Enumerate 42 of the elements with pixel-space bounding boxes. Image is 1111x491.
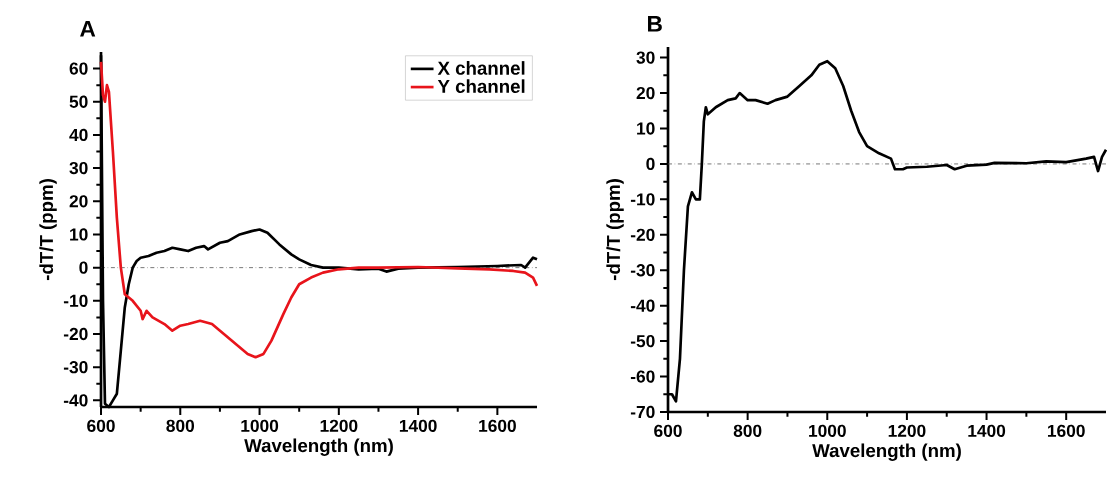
y-tick-label: 50 — [69, 95, 88, 108]
y-tick-label: 20 — [636, 86, 655, 100]
x-tick-label: 800 — [166, 419, 195, 432]
y-tick-label: -10 — [63, 294, 88, 307]
y-tick-label: -30 — [63, 361, 88, 374]
y-tick-label: -10 — [630, 193, 655, 206]
y-axis-title: -dT/T (ppm) — [606, 179, 624, 281]
chart-title: B — [648, 16, 662, 32]
x-tick-label: 1200 — [888, 424, 926, 437]
y-tick-label: 30 — [69, 161, 88, 175]
y-tick-label: -40 — [63, 394, 88, 407]
legend-label: Y channel — [437, 79, 525, 94]
x-axis-title: Wavelength (nm) — [812, 443, 961, 461]
y-tick-label: 40 — [69, 128, 88, 142]
y-tick-label: -40 — [630, 299, 655, 312]
x-tick-label: 1400 — [399, 419, 437, 432]
legend-label: X channel — [437, 61, 525, 75]
x-tick-label: 1000 — [241, 419, 279, 432]
y-tick-label: 20 — [69, 195, 88, 208]
y-axis-title: -dT/T (ppm) — [39, 179, 57, 281]
x-tick-label: 800 — [733, 424, 762, 437]
y-tick-label: 0 — [79, 261, 88, 274]
x-tick-label: 600 — [87, 419, 115, 432]
chart-title: A — [80, 21, 96, 37]
y-tick-label: -50 — [630, 334, 655, 348]
x-axis-title: Wavelength (nm) — [244, 438, 393, 456]
x-tick-label: 1600 — [1047, 424, 1085, 437]
x-tick-label: 1400 — [968, 424, 1006, 437]
x-tick-label: 1000 — [809, 424, 846, 437]
y-tick-label: -20 — [630, 228, 655, 241]
y-tick-label: 30 — [636, 51, 655, 64]
y-tick-label: 10 — [70, 228, 88, 241]
x-tick-label: 600 — [654, 424, 682, 437]
x-tick-label: 1600 — [479, 419, 516, 432]
y-tick-label: -30 — [630, 264, 655, 277]
x-tick-label: 1200 — [320, 419, 358, 432]
y-tick-label: 10 — [637, 122, 655, 135]
y-tick-label: 60 — [69, 62, 88, 75]
y-tick-label: -70 — [630, 405, 655, 419]
y-tick-label: -20 — [63, 327, 88, 341]
y-tick-label: 0 — [646, 157, 655, 171]
y-tick-label: -60 — [630, 370, 655, 383]
